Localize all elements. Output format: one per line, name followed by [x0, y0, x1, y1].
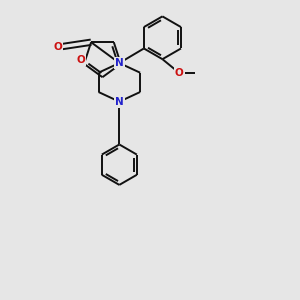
Text: N: N	[115, 97, 124, 107]
Text: N: N	[115, 58, 124, 68]
Text: O: O	[175, 68, 184, 77]
Text: O: O	[53, 42, 62, 52]
Text: O: O	[76, 55, 85, 65]
